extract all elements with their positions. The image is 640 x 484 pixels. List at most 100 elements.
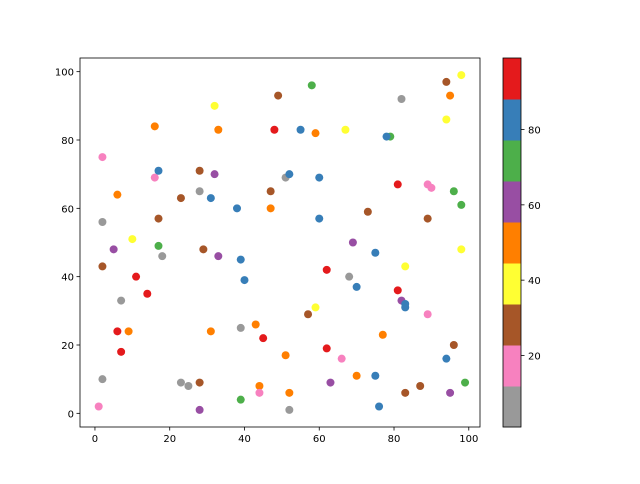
data-point bbox=[176, 378, 185, 387]
data-point bbox=[337, 354, 346, 363]
data-point bbox=[255, 382, 264, 390]
data-point bbox=[259, 334, 268, 343]
data-point bbox=[154, 166, 163, 175]
x-tick-label: 20 bbox=[163, 434, 176, 445]
data-point bbox=[195, 166, 204, 175]
plot-frame bbox=[79, 57, 481, 428]
data-point bbox=[195, 187, 204, 196]
data-point bbox=[251, 320, 260, 329]
data-point bbox=[176, 194, 185, 203]
data-point bbox=[117, 347, 126, 356]
x-axis: 0 20 40 60 80 100 bbox=[92, 427, 478, 445]
data-point bbox=[158, 252, 167, 261]
data-point bbox=[401, 262, 410, 271]
data-point bbox=[150, 122, 159, 131]
x-tick-label: 40 bbox=[238, 434, 251, 445]
colorbar-segment bbox=[503, 99, 521, 141]
data-point bbox=[307, 81, 316, 90]
data-point bbox=[210, 101, 219, 110]
data-point bbox=[117, 296, 126, 305]
data-point bbox=[206, 327, 215, 336]
y-tick-label: 60 bbox=[61, 204, 74, 215]
data-point bbox=[442, 354, 451, 363]
data-point bbox=[449, 341, 458, 349]
data-point bbox=[154, 241, 163, 250]
data-point bbox=[457, 71, 466, 80]
data-point bbox=[352, 371, 361, 380]
data-point bbox=[296, 125, 305, 134]
data-point bbox=[371, 248, 380, 257]
data-point bbox=[457, 245, 466, 254]
data-point bbox=[266, 204, 275, 213]
data-point bbox=[199, 245, 208, 254]
data-point bbox=[326, 378, 335, 387]
data-point bbox=[393, 286, 402, 295]
data-point bbox=[113, 190, 122, 199]
data-point bbox=[397, 95, 406, 103]
data-point bbox=[363, 207, 372, 216]
data-point bbox=[98, 375, 107, 384]
data-point bbox=[266, 187, 275, 196]
colorbar-segment bbox=[503, 58, 521, 100]
data-point bbox=[423, 310, 432, 319]
colorbar-axis: 20 40 60 80 bbox=[521, 126, 541, 362]
data-point bbox=[322, 265, 331, 274]
x-tick-label: 60 bbox=[313, 434, 326, 445]
data-point bbox=[195, 378, 204, 387]
data-point bbox=[281, 351, 290, 360]
colorbar-segment bbox=[503, 181, 521, 223]
data-point bbox=[214, 252, 223, 261]
data-point bbox=[315, 214, 324, 223]
colorbar bbox=[503, 58, 521, 428]
x-tick-label: 80 bbox=[388, 434, 401, 445]
data-point bbox=[449, 187, 458, 196]
data-point bbox=[375, 402, 384, 411]
y-tick-label: 40 bbox=[61, 273, 74, 284]
data-point bbox=[255, 388, 264, 397]
data-point bbox=[270, 125, 279, 134]
x-tick-label: 100 bbox=[459, 434, 478, 445]
data-point bbox=[150, 173, 159, 182]
data-point bbox=[210, 170, 219, 179]
data-point bbox=[311, 129, 320, 138]
data-point bbox=[446, 388, 455, 397]
data-point bbox=[345, 272, 354, 281]
data-point bbox=[285, 405, 294, 414]
data-point bbox=[401, 303, 410, 312]
data-point bbox=[285, 388, 294, 397]
colorbar-segment bbox=[503, 263, 521, 305]
colorbar-tick-label: 60 bbox=[528, 201, 541, 212]
colorbar-tick-label: 40 bbox=[528, 276, 541, 287]
data-point bbox=[446, 91, 455, 100]
data-point bbox=[109, 245, 118, 254]
data-point bbox=[352, 282, 361, 291]
data-point bbox=[393, 180, 402, 189]
data-point bbox=[416, 382, 425, 390]
data-point bbox=[382, 132, 391, 141]
colorbar-segment bbox=[503, 386, 521, 428]
data-point bbox=[378, 330, 387, 339]
colorbar-segment bbox=[503, 222, 521, 264]
colorbar-segment bbox=[503, 345, 521, 387]
data-point bbox=[113, 327, 122, 336]
data-point bbox=[206, 194, 215, 203]
colorbar-frame bbox=[502, 57, 522, 428]
colorbar-tick-label: 20 bbox=[528, 351, 541, 362]
data-point bbox=[240, 276, 249, 285]
data-point bbox=[322, 344, 331, 353]
data-point bbox=[236, 395, 245, 404]
colorbar-segment bbox=[503, 304, 521, 346]
data-point bbox=[94, 402, 103, 411]
y-tick-label: 0 bbox=[68, 409, 74, 420]
data-point bbox=[233, 204, 242, 213]
data-point bbox=[461, 378, 470, 387]
data-point bbox=[214, 125, 223, 134]
data-point bbox=[423, 214, 432, 223]
data-point bbox=[457, 200, 466, 209]
points-layer bbox=[94, 71, 470, 414]
y-axis: 0 20 40 60 80 100 bbox=[55, 68, 80, 420]
data-point bbox=[98, 153, 107, 162]
data-point bbox=[195, 405, 204, 414]
data-point bbox=[98, 218, 107, 226]
